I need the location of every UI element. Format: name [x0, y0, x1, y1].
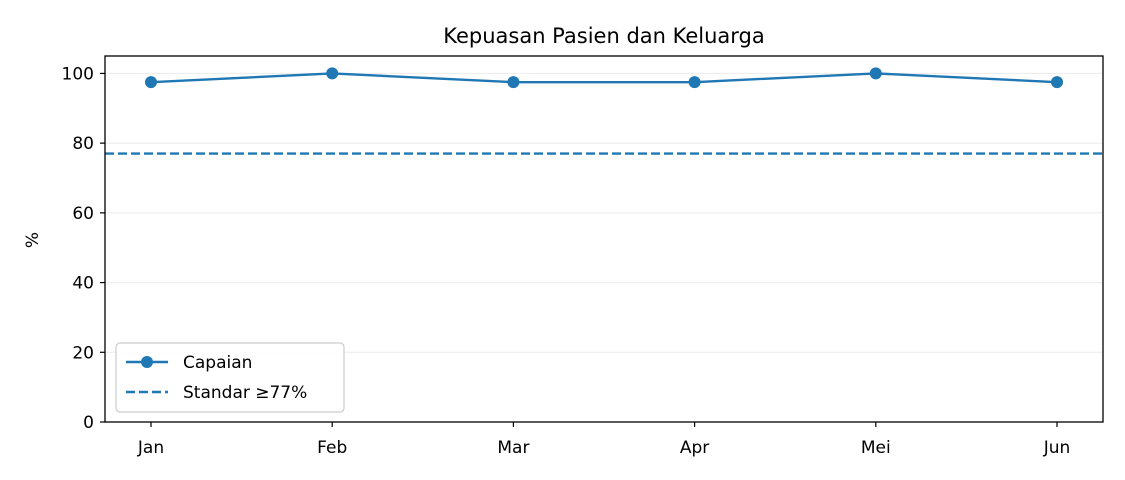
legend-swatch-marker [141, 356, 153, 368]
data-point [869, 67, 882, 80]
data-point [1051, 76, 1063, 89]
y-axis: 0 20 40 60 80 100 [62, 64, 105, 433]
data-point [507, 76, 520, 89]
gridlines [105, 72, 1103, 353]
chart-title: Kepuasan Pasien dan Keluarga [443, 24, 765, 48]
x-tick-label: Jun [1043, 438, 1071, 458]
plot-frame [104, 55, 1104, 423]
x-tick-label: Jan [137, 438, 164, 458]
legend-box [115, 342, 345, 413]
y-tick-label: 0 [83, 413, 94, 433]
legend: Capaian Standar ≥77% [115, 342, 345, 413]
legend-label: Standar ≥77% [183, 383, 307, 403]
x-tick-label: Mei [861, 438, 891, 458]
x-tick-label: Apr [680, 438, 709, 458]
x-axis: Jan Feb Mar Apr Mei Jun [137, 422, 1070, 458]
legend-label: Capaian [183, 353, 252, 373]
data-point [688, 76, 701, 89]
series-layer [145, 67, 1063, 89]
data-point [145, 76, 157, 89]
x-tick-label: Feb [317, 438, 347, 458]
y-tick-label: 40 [72, 274, 94, 294]
series-line [150, 72, 1058, 84]
y-tick-label: 60 [72, 204, 94, 224]
y-tick-label: 100 [62, 64, 94, 84]
y-tick-label: 80 [72, 134, 94, 154]
data-point [326, 67, 339, 80]
y-axis-label: % [23, 232, 43, 248]
y-tick-label: 20 [72, 343, 94, 363]
x-tick-label: Mar [497, 438, 529, 458]
